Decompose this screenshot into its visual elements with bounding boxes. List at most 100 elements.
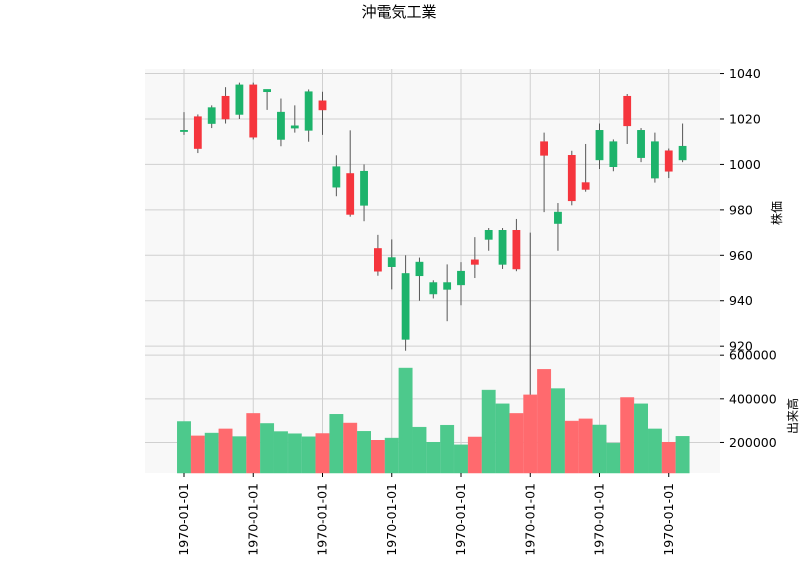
candle-body xyxy=(540,141,548,156)
axis-layer: 920 940 960 980 1000 1020 1040 200000 400000 6000… xyxy=(176,66,777,556)
candle-body xyxy=(678,145,687,161)
price-tick-label: 920 xyxy=(729,339,753,354)
volume-bar xyxy=(606,442,621,474)
candle-body xyxy=(484,230,493,240)
price-tick-label: 980 xyxy=(729,202,753,217)
volume-bar xyxy=(357,431,372,474)
candle-body xyxy=(360,170,368,206)
candle-body xyxy=(567,155,576,202)
volume-bar xyxy=(232,436,247,474)
volume-bar xyxy=(578,418,593,474)
volume-bar xyxy=(412,426,427,474)
candle-body xyxy=(221,95,230,120)
volume-bar xyxy=(440,424,455,474)
candle-body xyxy=(263,89,271,93)
volume-bar xyxy=(634,403,648,474)
volume-axis-label: 出来高 xyxy=(785,398,800,434)
x-tick-label: 1970-01-01 xyxy=(661,483,676,556)
volume-tick-label: 400000 xyxy=(729,391,777,406)
candle-body xyxy=(304,91,313,131)
volume-bar xyxy=(343,422,358,474)
x-tick-label: 1970-01-01 xyxy=(384,483,399,556)
volume-bar xyxy=(564,420,579,474)
candle-body xyxy=(623,95,632,127)
price-tick-label: 1000 xyxy=(729,157,761,172)
x-tick-label: 1970-01-01 xyxy=(176,483,191,556)
candle-body xyxy=(332,166,341,188)
volume-bar xyxy=(177,421,191,474)
volume-bar xyxy=(675,436,690,474)
volume-bar xyxy=(467,436,482,474)
volume-bar xyxy=(370,440,385,474)
volume-bar xyxy=(523,394,538,474)
volume-bar xyxy=(481,389,496,474)
volume-bar xyxy=(384,437,399,474)
candle-body xyxy=(180,130,188,132)
candle-body xyxy=(235,84,244,115)
price-axis-label: 株価 xyxy=(769,201,784,225)
volume-bar xyxy=(398,367,413,474)
candle-body xyxy=(609,141,618,167)
candle-body xyxy=(346,173,355,215)
candle-body xyxy=(554,211,562,224)
candle-body xyxy=(387,257,396,267)
volume-bar xyxy=(551,388,565,474)
candle-body xyxy=(193,116,202,149)
candle-body xyxy=(401,273,410,340)
candle-body xyxy=(290,125,299,129)
volume-bars-layer xyxy=(177,367,690,474)
x-tick-label: 1970-01-01 xyxy=(315,483,330,556)
volume-bar xyxy=(537,369,552,474)
candle-body xyxy=(318,100,327,111)
volume-bar xyxy=(661,441,676,474)
candle-body xyxy=(277,111,285,140)
volume-bar xyxy=(246,413,261,474)
candle-body xyxy=(429,282,438,295)
candle-body xyxy=(470,259,479,265)
candle-body xyxy=(581,182,590,190)
x-tick-label: 1970-01-01 xyxy=(522,483,537,556)
volume-bar xyxy=(315,433,330,474)
candle-body xyxy=(249,84,258,138)
chart-title: 沖電気工業 xyxy=(361,3,436,21)
volume-bar xyxy=(287,433,302,474)
volume-bar xyxy=(592,424,607,474)
candle-body xyxy=(664,150,673,172)
volume-bar xyxy=(620,397,635,474)
price-tick-label: 940 xyxy=(729,293,753,308)
volume-bar xyxy=(329,414,344,474)
x-tick-label: 1970-01-01 xyxy=(453,483,468,556)
candle-body xyxy=(207,107,216,124)
price-tick-label: 1020 xyxy=(729,111,761,126)
volume-bar xyxy=(204,432,219,474)
candle-body xyxy=(512,230,521,270)
candle-body xyxy=(498,230,507,265)
volume-bar xyxy=(426,441,441,474)
candle-body xyxy=(443,282,452,290)
volume-bar xyxy=(260,423,275,474)
candle-body xyxy=(637,130,645,158)
candles-layer xyxy=(180,82,687,431)
volume-bar xyxy=(301,436,316,474)
price-panel-background xyxy=(145,69,720,353)
candle-body xyxy=(457,270,465,286)
volume-bar xyxy=(509,413,524,474)
volume-bar xyxy=(274,431,288,474)
price-tick-label: 960 xyxy=(729,248,753,263)
volume-bar xyxy=(495,403,510,474)
volume-bar xyxy=(647,428,662,474)
candle-body xyxy=(415,261,424,277)
candle-body xyxy=(650,141,659,179)
volume-bar xyxy=(190,435,205,474)
volume-tick-label: 200000 xyxy=(729,435,777,450)
x-tick-label: 1970-01-01 xyxy=(592,483,607,556)
x-tick-label: 1970-01-01 xyxy=(245,483,260,556)
volume-bar xyxy=(454,444,468,474)
candle-body xyxy=(373,248,382,272)
volume-tick-label: 600000 xyxy=(729,348,777,363)
price-tick-label: 1040 xyxy=(729,66,761,81)
volume-bar xyxy=(218,428,233,474)
candle-body xyxy=(595,130,604,161)
